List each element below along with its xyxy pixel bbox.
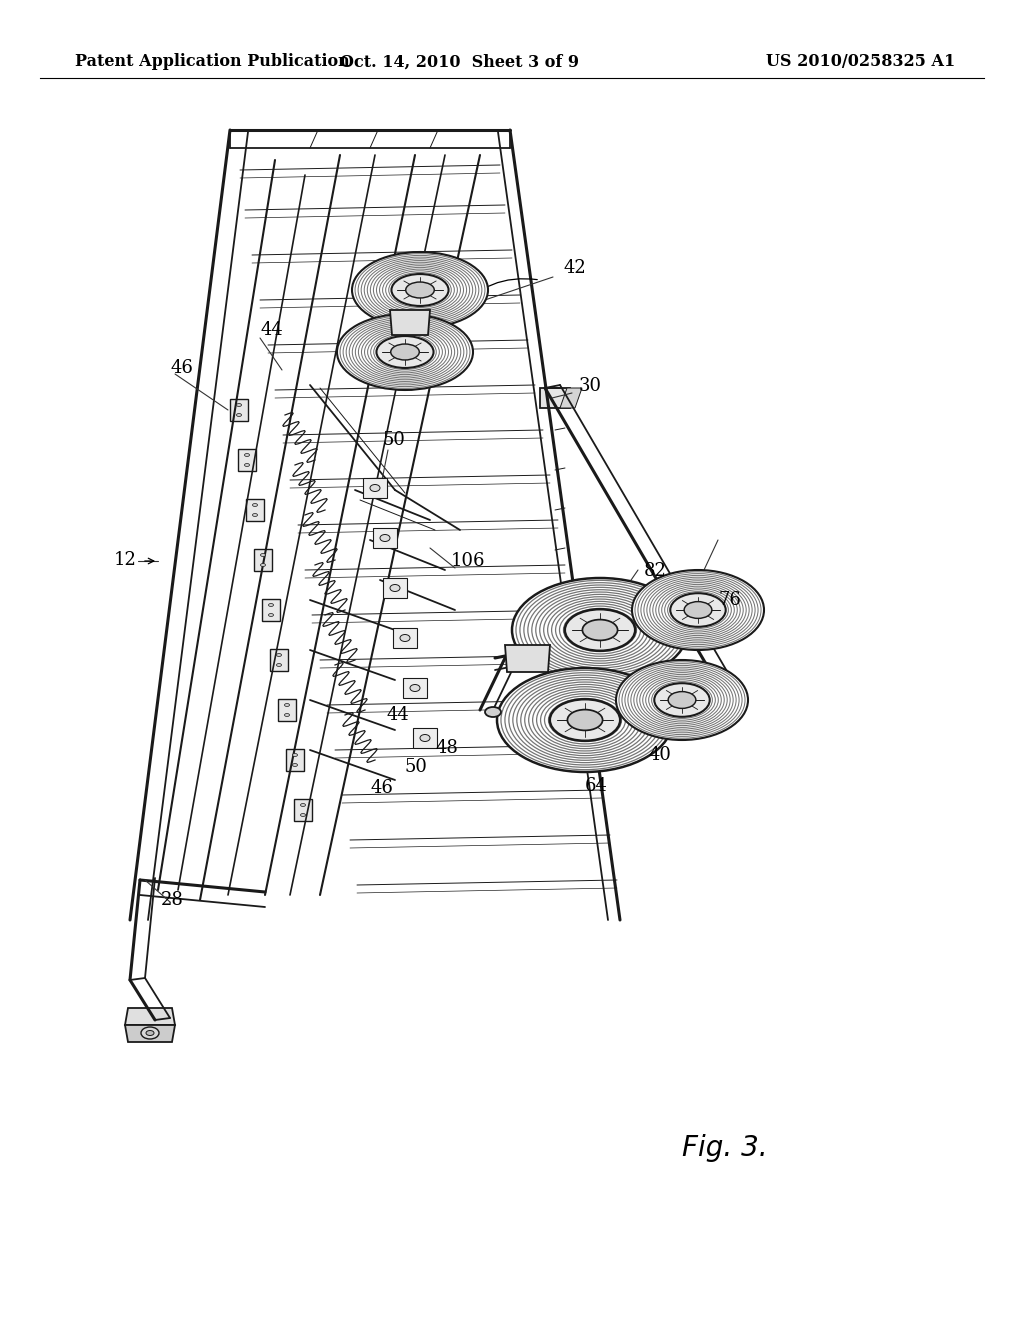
Polygon shape xyxy=(383,578,407,598)
Ellipse shape xyxy=(390,585,400,591)
Polygon shape xyxy=(540,680,570,700)
Polygon shape xyxy=(393,628,417,648)
Ellipse shape xyxy=(285,704,290,706)
Ellipse shape xyxy=(512,578,688,682)
Ellipse shape xyxy=(671,593,726,627)
Ellipse shape xyxy=(146,1031,154,1035)
Polygon shape xyxy=(278,700,296,721)
Ellipse shape xyxy=(268,603,273,606)
Polygon shape xyxy=(125,1026,175,1041)
Ellipse shape xyxy=(337,314,473,389)
Ellipse shape xyxy=(420,734,430,742)
Ellipse shape xyxy=(668,692,696,709)
Ellipse shape xyxy=(237,404,242,407)
Ellipse shape xyxy=(260,564,265,566)
Text: 30: 30 xyxy=(579,378,601,395)
Ellipse shape xyxy=(400,635,410,642)
Text: 40: 40 xyxy=(648,746,672,764)
Ellipse shape xyxy=(485,708,501,717)
Ellipse shape xyxy=(377,337,433,368)
Text: Oct. 14, 2010  Sheet 3 of 9: Oct. 14, 2010 Sheet 3 of 9 xyxy=(341,54,580,70)
Ellipse shape xyxy=(293,763,298,767)
Ellipse shape xyxy=(565,610,635,651)
Text: 76: 76 xyxy=(719,591,741,609)
Ellipse shape xyxy=(352,252,488,327)
Ellipse shape xyxy=(268,614,273,616)
Ellipse shape xyxy=(583,619,617,640)
Polygon shape xyxy=(540,388,570,408)
Ellipse shape xyxy=(245,463,250,466)
Text: Fig. 3.: Fig. 3. xyxy=(682,1134,768,1162)
Ellipse shape xyxy=(300,813,305,817)
Polygon shape xyxy=(286,748,304,771)
Text: 28: 28 xyxy=(161,891,183,909)
Ellipse shape xyxy=(616,660,748,741)
Text: 44: 44 xyxy=(387,706,410,723)
Text: 46: 46 xyxy=(371,779,393,797)
Polygon shape xyxy=(125,1008,175,1026)
Ellipse shape xyxy=(380,535,390,541)
Ellipse shape xyxy=(253,513,257,516)
Text: 12: 12 xyxy=(114,550,136,569)
Polygon shape xyxy=(294,799,312,821)
Text: 64: 64 xyxy=(585,777,607,795)
Text: 44: 44 xyxy=(261,321,284,339)
Ellipse shape xyxy=(370,484,380,491)
Polygon shape xyxy=(262,599,280,620)
Polygon shape xyxy=(373,528,397,548)
Polygon shape xyxy=(238,449,256,471)
Ellipse shape xyxy=(276,653,282,656)
Text: 48: 48 xyxy=(435,739,459,756)
Ellipse shape xyxy=(285,714,290,717)
Ellipse shape xyxy=(293,754,298,756)
Polygon shape xyxy=(390,310,430,335)
Ellipse shape xyxy=(654,684,710,717)
Ellipse shape xyxy=(567,710,602,730)
Ellipse shape xyxy=(632,570,764,649)
Text: 106: 106 xyxy=(451,552,485,570)
Ellipse shape xyxy=(391,275,449,306)
Ellipse shape xyxy=(684,602,712,618)
Ellipse shape xyxy=(245,454,250,457)
Polygon shape xyxy=(254,549,272,572)
Polygon shape xyxy=(270,649,288,671)
Ellipse shape xyxy=(276,664,282,667)
Ellipse shape xyxy=(550,700,621,741)
Ellipse shape xyxy=(253,503,257,507)
Text: 46: 46 xyxy=(171,359,194,378)
Text: Patent Application Publication: Patent Application Publication xyxy=(75,54,350,70)
Text: 82: 82 xyxy=(643,562,667,579)
Polygon shape xyxy=(362,478,387,498)
Ellipse shape xyxy=(497,668,673,772)
Text: US 2010/0258325 A1: US 2010/0258325 A1 xyxy=(766,54,955,70)
Ellipse shape xyxy=(237,413,242,417)
Text: 42: 42 xyxy=(563,259,587,277)
Ellipse shape xyxy=(410,685,420,692)
Ellipse shape xyxy=(391,345,419,360)
Text: 50: 50 xyxy=(383,432,406,449)
Polygon shape xyxy=(230,399,248,421)
Ellipse shape xyxy=(141,1027,159,1039)
Polygon shape xyxy=(403,678,427,698)
Ellipse shape xyxy=(300,804,305,807)
Polygon shape xyxy=(560,388,582,408)
Ellipse shape xyxy=(406,282,434,298)
Polygon shape xyxy=(413,729,437,748)
Polygon shape xyxy=(246,499,264,521)
Ellipse shape xyxy=(260,553,265,557)
Text: 50: 50 xyxy=(404,758,427,776)
Polygon shape xyxy=(505,645,550,672)
